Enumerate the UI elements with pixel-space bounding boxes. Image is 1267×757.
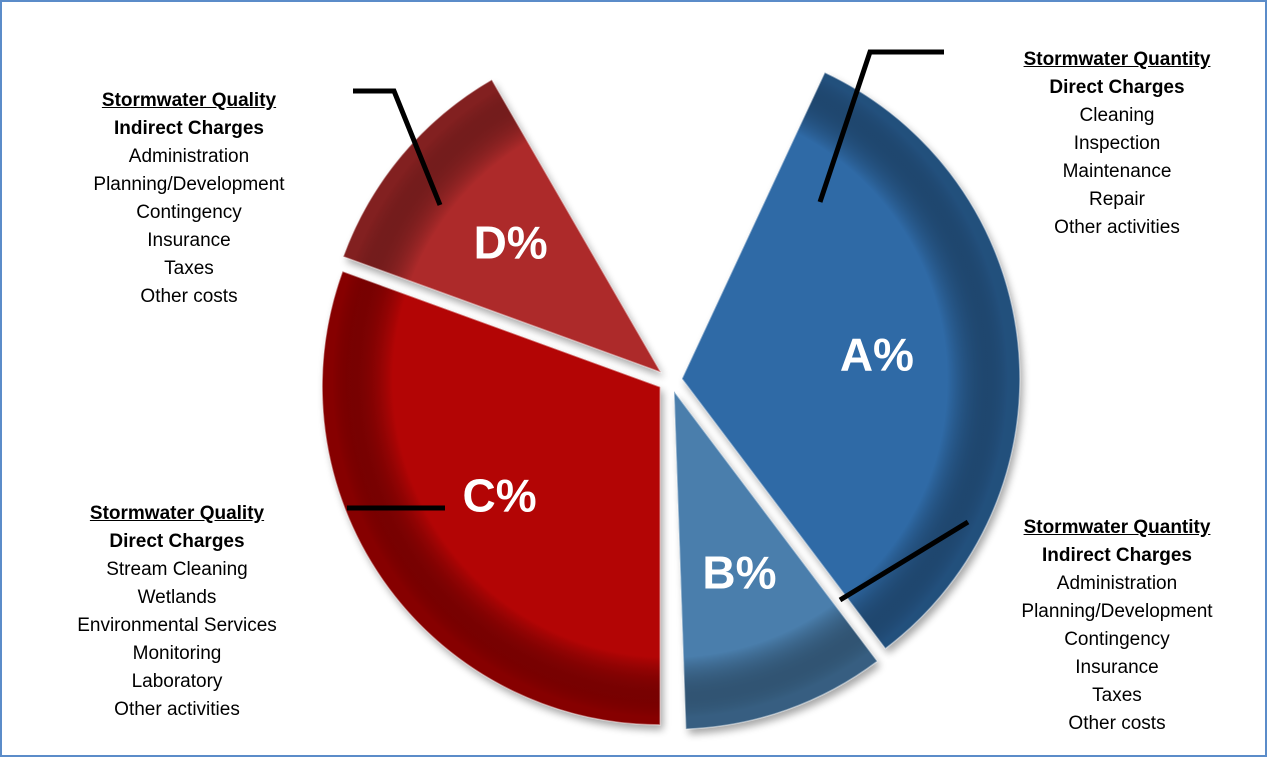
pie-slice-d-highlight (342, 78, 663, 374)
leader-line-b (838, 519, 970, 603)
slice-label-a: A% (840, 328, 914, 380)
callout-a-item: Other activities (1054, 217, 1180, 238)
callout-d-item: Planning/Development (93, 174, 285, 195)
callout-b-title: Stormwater Quantity (1023, 517, 1211, 538)
pie-slice-a-highlight (681, 71, 1021, 650)
callout-c-subtitle: Direct Charges (109, 531, 245, 552)
leader-line-a (817, 49, 944, 203)
slice-label-c: C% (463, 469, 537, 521)
callout-d-item: Insurance (147, 230, 231, 251)
leader-line-d (353, 88, 443, 206)
callout-c-item: Wetlands (137, 587, 217, 608)
pie-slice-c-highlight (321, 270, 661, 726)
callout-a-item: Cleaning (1079, 105, 1155, 126)
callout-d-title: Stormwater Quality (101, 90, 277, 111)
callout-b-item: Administration (1056, 573, 1178, 594)
callout-a: Stormwater Quantity Direct Charges Clean… (972, 46, 1262, 242)
callout-a-subtitle: Direct Charges (1049, 77, 1185, 98)
callout-d: Stormwater Quality Indirect Charges Admi… (44, 87, 334, 311)
callout-d-item: Administration (128, 146, 250, 167)
callout-b-item: Taxes (1092, 685, 1142, 706)
callout-a-item: Repair (1089, 189, 1145, 210)
callout-a-item: Inspection (1073, 133, 1161, 154)
callout-c-item: Other activities (114, 699, 240, 720)
callout-a-title: Stormwater Quantity (1023, 49, 1211, 70)
callout-a-item: Maintenance (1062, 161, 1172, 182)
callout-c-item: Environmental Services (77, 615, 277, 636)
callout-b-item: Insurance (1075, 657, 1159, 678)
slice-label-d: D% (474, 216, 548, 268)
callout-c-item: Monitoring (132, 643, 222, 664)
callout-c: Stormwater Quality Direct Charges Stream… (32, 500, 322, 724)
callout-b: Stormwater Quantity Indirect Charges Adm… (972, 514, 1262, 738)
callout-b-item: Planning/Development (1021, 601, 1213, 622)
callout-b-item: Contingency (1064, 629, 1170, 650)
callout-c-title: Stormwater Quality (89, 503, 265, 524)
callout-d-item: Taxes (164, 258, 214, 279)
callout-c-item: Stream Cleaning (106, 559, 248, 580)
callout-c-item: Laboratory (131, 671, 223, 692)
callout-d-subtitle: Indirect Charges (114, 118, 264, 139)
callout-d-item: Contingency (136, 202, 242, 223)
pie-slice-b-highlight (673, 388, 879, 730)
callout-b-item: Other costs (1068, 713, 1166, 734)
slice-label-b: B% (702, 546, 776, 598)
callout-b-subtitle: Indirect Charges (1042, 545, 1192, 566)
callout-d-item: Other costs (140, 286, 238, 307)
